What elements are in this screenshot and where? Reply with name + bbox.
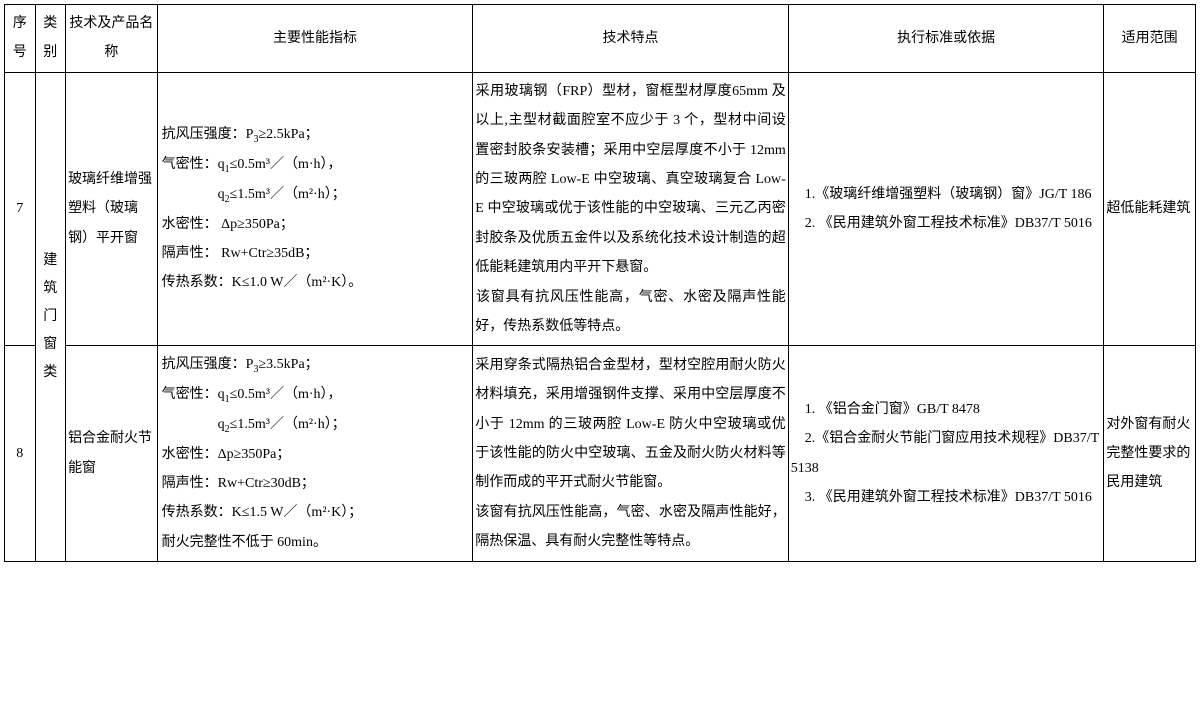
cell-standards: 1. 《铝合金门窗》GB/T 8478 2.《铝合金耐火节能门窗应用技术规程》D… xyxy=(788,346,1104,562)
cell-standards: 1.《玻璃纤维增强塑料（玻璃钢）窗》JG/T 186 2. 《民用建筑外窗工程技… xyxy=(788,72,1104,346)
cell-name: 铝合金耐火节能窗 xyxy=(66,346,158,562)
hdr-cat: 类别 xyxy=(35,5,66,73)
cell-performance: 抗风压强度：P3≥3.5kPa； 气密性：q1≤0.5m³／（m·h）， q2≤… xyxy=(157,346,473,562)
cell-category: 建筑门窗类 xyxy=(35,72,66,561)
cell-features: 采用穿条式隔热铝合金型材，型材空腔用耐火防火材料填充，采用增强钢件支撑、采用中空… xyxy=(473,346,789,562)
hdr-perf: 主要性能指标 xyxy=(157,5,473,73)
table-row: 7 建筑门窗类 玻璃纤维增强塑料（玻璃钢）平开窗 抗风压强度：P3≥2.5kPa… xyxy=(5,72,1196,346)
cell-seq: 7 xyxy=(5,72,36,346)
hdr-std: 执行标准或依据 xyxy=(788,5,1104,73)
cell-performance: 抗风压强度：P3≥2.5kPa； 气密性：q1≤0.5m³／（m·h）， q2≤… xyxy=(157,72,473,346)
table-header-row: 序号 类别 技术及产品名称 主要性能指标 技术特点 执行标准或依据 适用范围 xyxy=(5,5,1196,73)
cell-name: 玻璃纤维增强塑料（玻璃钢）平开窗 xyxy=(66,72,158,346)
cell-seq: 8 xyxy=(5,346,36,562)
hdr-name: 技术及产品名称 xyxy=(66,5,158,73)
hdr-seq: 序号 xyxy=(5,5,36,73)
table-row: 8 铝合金耐火节能窗 抗风压强度：P3≥3.5kPa； 气密性：q1≤0.5m³… xyxy=(5,346,1196,562)
cell-scope: 对外窗有耐火完整性要求的民用建筑 xyxy=(1104,346,1196,562)
hdr-feat: 技术特点 xyxy=(473,5,789,73)
cell-features: 采用玻璃钢（FRP）型材，窗框型材厚度65mm 及以上,主型材截面腔室不应少于 … xyxy=(473,72,789,346)
cell-scope: 超低能耗建筑 xyxy=(1104,72,1196,346)
category-text: 建筑门窗类 xyxy=(43,247,57,387)
hdr-scope: 适用范围 xyxy=(1104,5,1196,73)
spec-table: 序号 类别 技术及产品名称 主要性能指标 技术特点 执行标准或依据 适用范围 7… xyxy=(4,4,1196,562)
